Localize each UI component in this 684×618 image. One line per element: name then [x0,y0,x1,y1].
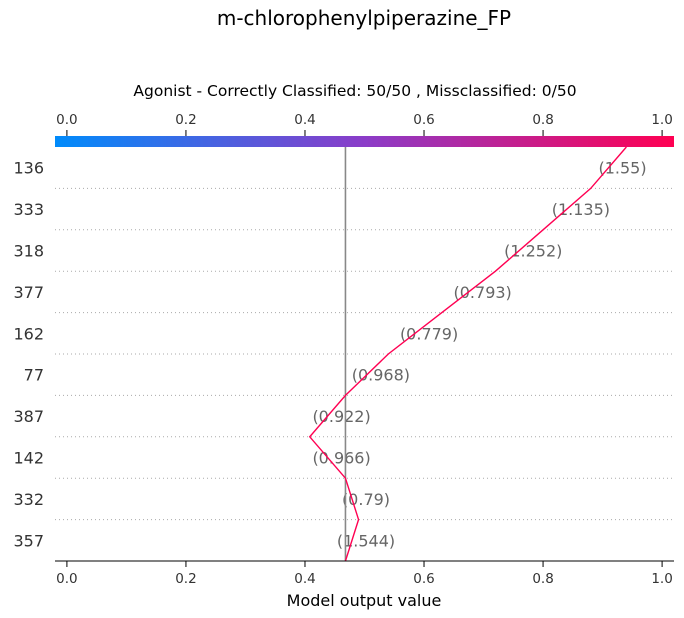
top-tick-label: 0.0 [56,112,77,128]
feature-value-annotation: (0.793) [454,283,512,302]
bottom-tick-label: 1.0 [651,571,672,587]
feature-label: 136 [13,159,44,178]
feature-label: 332 [13,490,44,509]
top-tick-label: 0.8 [532,112,553,128]
feature-value-annotation: (1.544) [337,531,395,550]
feature-value-annotation: (0.966) [312,449,370,468]
feature-label: 142 [13,449,44,468]
top-tick-label: 0.4 [294,112,315,128]
feature-value-annotation: (0.922) [312,407,370,426]
x-axis-label: Model output value [287,591,442,610]
bottom-tick-label: 0.8 [532,571,553,587]
feature-value-annotation: (0.79) [342,490,390,509]
gridlines [55,187,674,521]
feature-rows: 136 (1.55) 333 (1.135) 318 (1.252) 377 (0.793) 1… [13,159,646,551]
feature-label: 387 [13,407,44,426]
bottom-tick-label: 0.2 [175,571,196,587]
feature-value-annotation: (0.779) [400,324,458,343]
feature-label: 318 [13,242,44,261]
feature-value-annotation: (0.968) [352,366,410,385]
top-tick-label: 1.0 [651,112,672,128]
feature-value-annotation: (1.135) [552,200,610,219]
chart-title: m-chlorophenylpiperazine_FP [217,6,511,30]
colorbar [55,136,674,147]
top-tick-label: 0.2 [175,112,196,128]
feature-value-annotation: (1.55) [598,159,646,178]
chart-subtitle: Agonist - Correctly Classified: 50/50 , … [133,82,576,100]
top-tick-label: 0.6 [413,112,434,128]
bottom-tick-label: 0.0 [56,571,77,587]
top-axis: 0.0 0.2 0.4 0.6 0.8 1.0 [56,112,673,136]
feature-label: 77 [24,366,44,385]
feature-label: 357 [13,531,44,550]
feature-value-annotation: (1.252) [504,242,562,261]
bottom-tick-label: 0.6 [413,571,434,587]
decision-path [308,146,627,562]
feature-label: 377 [13,283,44,302]
bottom-axis: 0.0 0.2 0.4 0.6 0.8 1.0 [56,561,673,587]
bottom-tick-label: 0.4 [294,571,315,587]
feature-label: 162 [13,324,44,343]
feature-label: 333 [13,200,44,219]
